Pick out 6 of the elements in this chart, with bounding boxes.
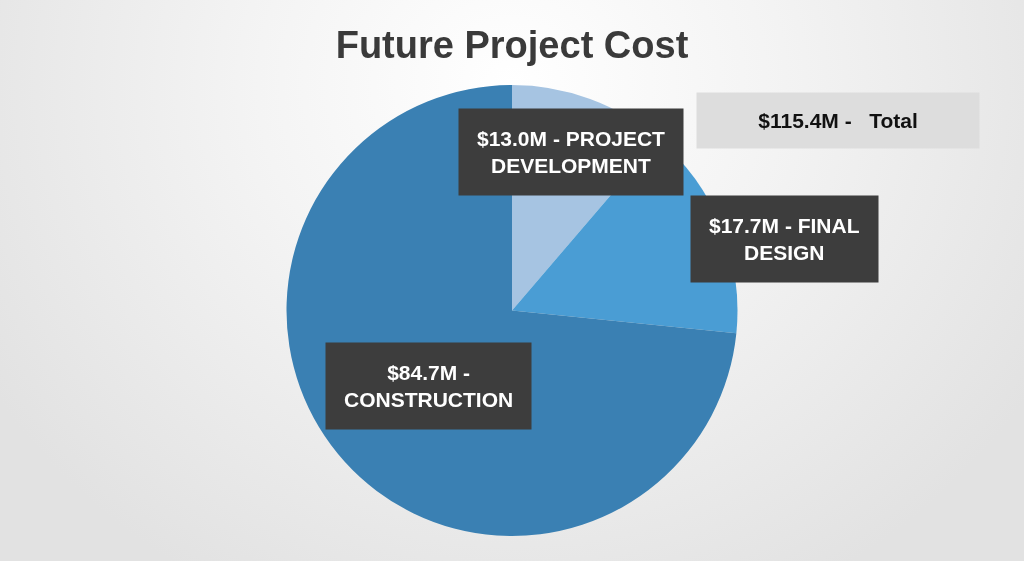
slice-label: CONSTRUCTION <box>344 388 514 412</box>
chart-title: Future Project Cost <box>335 24 689 67</box>
text: $115.4M - Total <box>758 109 918 132</box>
slice-label: $17.7M - FINAL DESIGN <box>709 214 860 265</box>
slice-label: $13.0M - PROJECT DEVELOPMENT <box>477 127 666 178</box>
data-label: $84.7M - <box>387 361 471 384</box>
